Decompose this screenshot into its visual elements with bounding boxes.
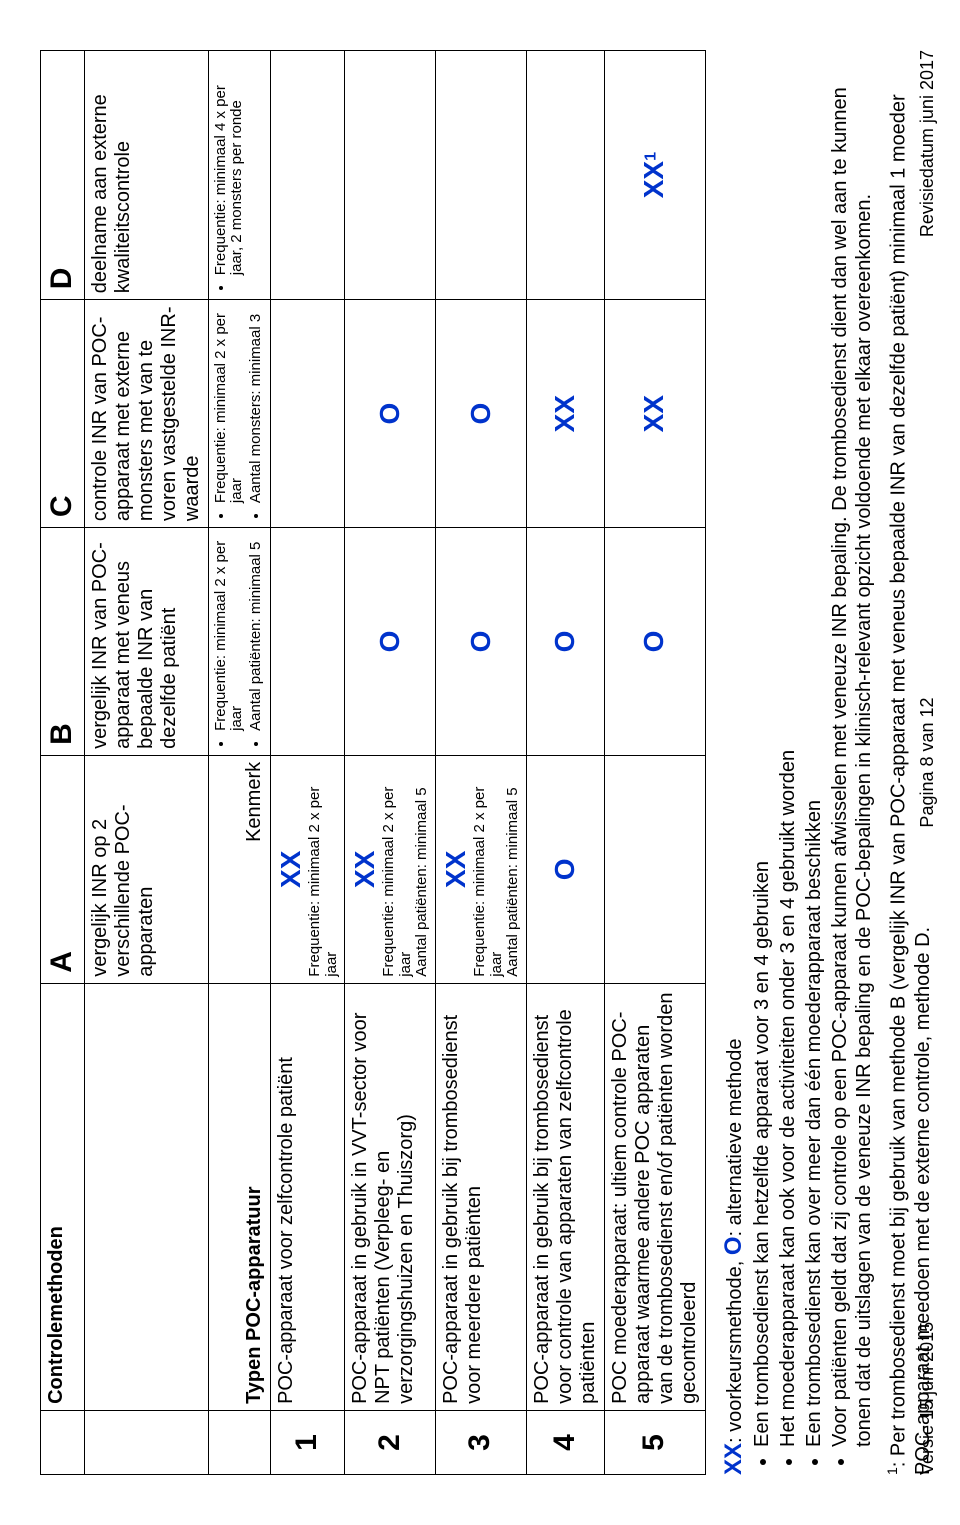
cell-a: XX Frequentie: minimaal 2 x per jaar Aan… (345, 755, 436, 983)
cell-b: O (526, 528, 604, 756)
row-number: 5 (604, 1410, 705, 1474)
page-content: Controlemethoden A B C D vergelijk INR o… (0, 0, 960, 1525)
mark-o: O (374, 306, 406, 521)
cell-b: O (345, 528, 436, 756)
empty-cell (84, 1410, 208, 1474)
cell-a: XX Frequentie: minimaal 2 x per jaar (271, 755, 345, 983)
list-item: Een trombosedienst kan hetzelfde apparaa… (750, 50, 774, 1447)
mark-xx: XX (275, 762, 307, 977)
mark-xx: XX (349, 762, 381, 977)
list-item: Een trombosedienst kan over meer dan één… (802, 50, 826, 1447)
table-title: Controlemethoden (41, 983, 85, 1410)
cell-note: Aantal patiënten: minimaal 5 (505, 762, 522, 977)
mark-o: O (465, 534, 497, 749)
cell-c: O (435, 300, 526, 528)
footnote-sup: 1 (884, 1467, 900, 1475)
mark-o: O (374, 534, 406, 749)
mark-o: O (465, 306, 497, 521)
row-number: 1 (271, 1410, 345, 1474)
mark-xx: XX (440, 762, 472, 977)
footer-revision: Revisiedatum juni 2017 (917, 50, 938, 525)
empty-cell (41, 1410, 85, 1474)
row-number: 2 (345, 1410, 436, 1474)
cell-d: XX1 (604, 51, 705, 300)
types-label: Typen POC-apparatuur (208, 983, 271, 1410)
control-methods-table: Controlemethoden A B C D vergelijk INR o… (40, 50, 706, 1475)
mark-xx: XX (638, 161, 669, 198)
row-number: 3 (435, 1410, 526, 1474)
row-label: POC-apparaat in gebruik bij trombosedien… (526, 983, 604, 1410)
cell-b: O (435, 528, 526, 756)
row-label: POC moederapparaat: ultiem controle POC-… (604, 983, 705, 1410)
footer-version: Versie 15 juni 2015 (917, 1000, 938, 1475)
mark-xx: XX (638, 306, 670, 521)
cell-note: Frequentie: minimaal 2 x per jaar (381, 762, 414, 977)
list-item: Voor patiënten geldt dat zij controle op… (828, 50, 876, 1447)
empty-cell (604, 755, 705, 983)
cell-c: XX (604, 300, 705, 528)
col-c-description: controle INR van POC-apparaat met extern… (84, 300, 208, 528)
mark-o: O (549, 762, 581, 977)
notes-section: XX: voorkeursmethode, O: alternatieve me… (720, 50, 935, 1475)
empty-cell (345, 51, 436, 300)
cell-note: Aantal patiënten: minimaal 5 (414, 762, 431, 977)
col-letter-c: C (41, 300, 85, 528)
empty-cell (526, 51, 604, 300)
list-item: Frequentie: minimaal 2 x per jaar (213, 534, 246, 731)
cell-a: XX Frequentie: minimaal 2 x per jaar Aan… (435, 755, 526, 983)
page-footer: Versie 15 juni 2015 Pagina 8 van 12 Revi… (917, 50, 938, 1475)
empty-cell (271, 300, 345, 528)
list-item: Aantal monsters: minimaal 3 (248, 306, 265, 503)
col-d-description: deelname aan externe kwaliteitscontrole (84, 51, 208, 300)
kenmerk-label: Kenmerk (208, 755, 271, 983)
cell-b: O (604, 528, 705, 756)
legend-line: XX: voorkeursmethode, O: alternatieve me… (720, 50, 749, 1475)
list-item: Aantal patiënten: minimaal 5 (248, 534, 265, 731)
notes-list: Een trombosedienst kan hetzelfde apparaa… (750, 50, 876, 1475)
mark-o: O (549, 534, 581, 749)
empty-cell (271, 528, 345, 756)
col-letter-a: A (41, 755, 85, 983)
col-a-description: vergelijk INR op 2 verschillende POC-app… (84, 755, 208, 983)
col-b-kenmerk: Frequentie: minimaal 2 x per jaar Aantal… (208, 528, 271, 756)
row-number: 4 (526, 1410, 604, 1474)
row-label: POC-apparaat in gebruik in VVT-sector vo… (345, 983, 436, 1410)
empty-cell (435, 51, 526, 300)
list-item: Frequentie: minimaal 4 x per jaar, 2 mon… (213, 57, 246, 275)
footer-page: Pagina 8 van 12 (917, 525, 938, 1000)
cell-note: Frequentie: minimaal 2 x per jaar (472, 762, 505, 977)
empty-cell (271, 51, 345, 300)
col-d-kenmerk: Frequentie: minimaal 4 x per jaar, 2 mon… (208, 51, 271, 300)
legend-o-text: : alternatieve methode (724, 1039, 746, 1237)
cell-c: XX (526, 300, 604, 528)
col-letter-b: B (41, 528, 85, 756)
list-item: Het moederapparaat kan ook voor de activ… (776, 50, 800, 1447)
list-item: Frequentie: minimaal 2 x per jaar (213, 306, 246, 503)
cell-note: Frequentie: minimaal 2 x per jaar (307, 762, 340, 977)
empty-cell (84, 983, 208, 1410)
footnote-marker: 1 (643, 152, 660, 161)
legend-o: O (720, 1236, 747, 1255)
legend-xx: XX (720, 1443, 747, 1475)
mark-xx: XX (549, 306, 581, 521)
row-label: POC-apparaat voor zelfcontrole patiënt (271, 983, 345, 1410)
col-b-description: vergelijk INR van POC-apparaat met veneu… (84, 528, 208, 756)
mark-o: O (638, 534, 670, 749)
cell-c: O (345, 300, 436, 528)
legend-xx-text: : voorkeursmethode, (724, 1255, 746, 1443)
row-label: POC-apparaat in gebruik bij trombosedien… (435, 983, 526, 1410)
empty-cell (208, 1410, 271, 1474)
col-c-kenmerk: Frequentie: minimaal 2 x per jaar Aantal… (208, 300, 271, 528)
cell-a: O (526, 755, 604, 983)
col-letter-d: D (41, 51, 85, 300)
